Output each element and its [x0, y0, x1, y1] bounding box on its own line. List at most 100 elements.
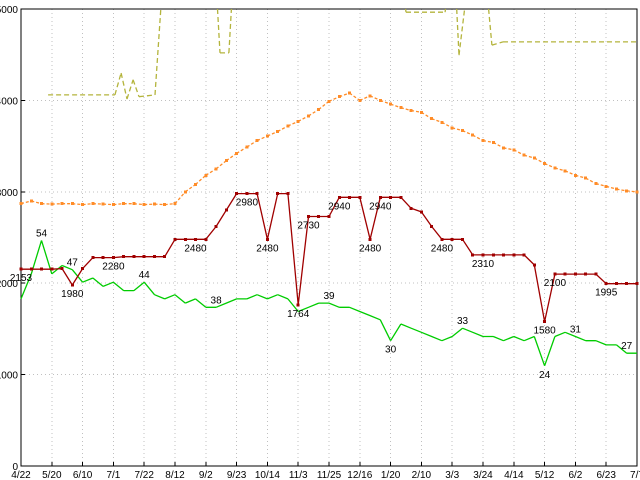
- series-orange-dashed-squares-marker: [153, 202, 156, 206]
- series-orange-dashed-squares-marker: [142, 203, 146, 207]
- series-dark-red-solid-squares-point-label: 2280: [102, 262, 125, 273]
- series-green-line-point-label: 38: [211, 295, 223, 306]
- series-orange-dashed-squares-marker: [543, 162, 547, 165]
- x-tick-label: 2/10: [412, 470, 432, 480]
- series-orange-dashed-squares-marker: [286, 124, 290, 128]
- x-tick-label: 10/14: [255, 470, 280, 480]
- x-tick-label: 4/22: [11, 470, 31, 480]
- series-dark-red-solid-squares-marker: [224, 208, 228, 212]
- series-dark-red-solid-squares-marker: [604, 282, 608, 286]
- series-dark-red-solid-squares-marker: [327, 215, 331, 218]
- series-dark-red-solid-squares-point-label: 1980: [61, 289, 84, 300]
- series-dark-red-solid-squares-marker: [91, 256, 95, 260]
- series-dark-red-solid-squares-marker: [399, 195, 403, 199]
- series-green-line-line: [20, 240, 637, 367]
- series-orange-dashed-squares-marker: [111, 203, 115, 207]
- series-dark-red-solid-squares-marker: [440, 237, 444, 241]
- series-dark-red-solid-squares-point-label: 2480: [431, 243, 454, 254]
- series-orange-dashed-squares-marker: [594, 182, 598, 186]
- x-tick-label: 9/2: [199, 470, 213, 480]
- series-dark-red-solid-squares-marker: [471, 253, 475, 257]
- series-orange-dashed-squares-marker: [235, 151, 239, 155]
- series-orange-dashed-squares-marker: [430, 117, 434, 121]
- series-orange-dashed-squares-marker: [101, 202, 105, 206]
- series-green-line-point-label: 30: [385, 345, 397, 356]
- series-dark-red-solid-squares-marker: [70, 283, 74, 287]
- series-orange-dashed-squares-marker: [409, 109, 413, 112]
- series-orange-dashed-squares-marker: [615, 187, 618, 191]
- series-dark-red-solid-squares-marker: [358, 195, 362, 199]
- series-orange-dashed-squares-marker: [419, 110, 423, 114]
- series-dark-red-solid-squares-marker: [481, 253, 485, 257]
- series-orange-dashed-squares-marker: [214, 167, 218, 171]
- series-dark-red-solid-squares-marker: [40, 267, 43, 271]
- series-orange-dashed-squares-marker: [450, 126, 454, 130]
- series-orange-dashed-squares-marker: [512, 148, 516, 152]
- series-orange-dashed-squares-marker: [29, 199, 33, 203]
- series-dark-red-solid-squares-marker: [286, 192, 290, 196]
- series-dark-red-solid-squares-marker: [111, 256, 115, 260]
- series-orange-dashed-squares-marker: [122, 202, 126, 206]
- series-dark-red-solid-squares-marker: [584, 272, 588, 276]
- y-tick-label: 4000: [0, 96, 18, 107]
- x-tick-label: 6/23: [596, 470, 616, 480]
- series-orange-dashed-squares-line: [20, 92, 638, 206]
- series-orange-dashed-squares-marker: [19, 202, 23, 206]
- series-dark-red-solid-squares-point-label: 2730: [297, 221, 320, 232]
- series-dark-red-solid-squares-marker: [183, 237, 187, 241]
- series-dark-red-solid-squares-point-label: 2480: [359, 243, 382, 254]
- x-tick-label: 9/23: [227, 470, 247, 480]
- x-tick-label: 7/22: [134, 470, 154, 480]
- series-dark-red-solid-squares-marker: [450, 237, 454, 241]
- x-tick-label: 11/3: [289, 470, 308, 480]
- y-tick-label: 5000: [0, 5, 18, 16]
- series-dark-red-solid-squares-marker: [461, 237, 464, 241]
- series-dark-red-solid-squares-marker: [122, 255, 126, 259]
- series-orange-dashed-squares-marker: [81, 203, 85, 207]
- y-tick-label: 0: [12, 462, 18, 473]
- series-dark-red-solid-squares-marker: [502, 253, 505, 257]
- series-dark-red-solid-squares-marker: [368, 237, 372, 241]
- series-dark-red-solid-squares-marker: [378, 195, 382, 199]
- y-tick-label: 3000: [0, 188, 18, 199]
- series-dark-red-solid-squares-point-label: 2940: [328, 201, 351, 212]
- series-dark-red-solid-squares-marker: [142, 255, 146, 259]
- series-dark-red-solid-squares-marker: [409, 206, 413, 210]
- series-dark-red-solid-squares-marker: [532, 263, 536, 267]
- series-orange-dashed-squares-marker: [378, 98, 382, 102]
- series-orange-dashed-squares-marker: [224, 159, 228, 163]
- series-dark-red-solid-squares-marker: [81, 267, 85, 271]
- series-dark-red-solid-squares-marker: [245, 192, 249, 196]
- series-orange-dashed-squares-marker: [265, 134, 269, 138]
- series-green-line-point-label: 39: [323, 291, 335, 302]
- series-orange-dashed-squares-marker: [194, 183, 197, 186]
- y-tick-label: 2000: [0, 279, 18, 290]
- series-green-line-point-label: 44: [139, 270, 151, 281]
- series-dark-red-solid-squares-marker: [153, 255, 156, 259]
- series-orange-dashed-squares-marker: [60, 202, 64, 206]
- series-dark-red-solid-squares-marker: [214, 225, 218, 228]
- series-dark-red-solid-squares-marker: [635, 282, 639, 286]
- series-dark-red-solid-squares-marker: [419, 210, 423, 214]
- series-dark-red-solid-squares-marker: [265, 237, 269, 241]
- series-dark-red-solid-squares-point-label: 2100: [544, 278, 567, 289]
- series-dark-red-solid-squares-marker: [255, 192, 259, 196]
- series-green-line-point-label: 27: [621, 341, 633, 352]
- series-green-line-point-label: 33: [457, 316, 469, 327]
- x-tick-label: 5/12: [535, 470, 555, 480]
- series-orange-dashed-squares-marker: [70, 202, 74, 206]
- series-orange-dashed-squares-marker: [553, 166, 557, 170]
- series-orange-dashed-squares-marker: [491, 140, 495, 144]
- series-orange-dashed-squares-marker: [204, 173, 208, 177]
- series-dark-red-solid-squares-marker: [50, 267, 54, 271]
- series-dark-red-solid-squares-marker: [348, 195, 351, 199]
- series-dark-red-solid-squares-point-label: 1580: [533, 326, 556, 337]
- x-tick-label: 6/2: [568, 470, 582, 480]
- series-orange-dashed-squares-marker: [40, 202, 43, 206]
- series-dark-red-solid-squares-marker: [553, 272, 557, 276]
- series-dark-red-solid-squares-marker: [615, 282, 618, 286]
- series-orange-dashed-squares-marker: [132, 202, 136, 206]
- series-dark-red-solid-squares-marker: [307, 215, 310, 218]
- series-orange-dashed-squares-marker: [348, 91, 351, 95]
